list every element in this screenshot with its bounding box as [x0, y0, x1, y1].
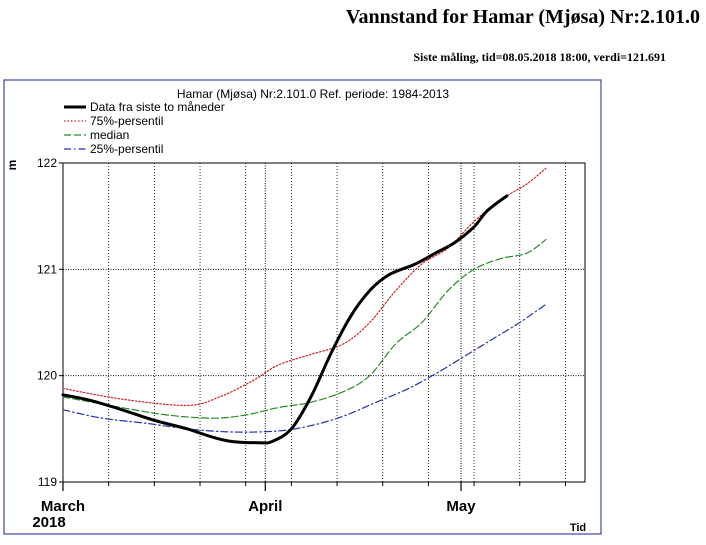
y-axis-label: m	[5, 160, 19, 171]
x-axis-label: Tid	[570, 522, 586, 534]
series-line-data	[61, 194, 509, 445]
y-tick-label: 119	[38, 475, 57, 489]
series-line-median	[62, 239, 547, 419]
x-tick-label: May	[446, 498, 476, 515]
x-tick-sublabel: 2018	[32, 514, 65, 531]
page-title: Vannstand for Hamar (Mjøsa) Nr:2.101.0	[345, 6, 700, 28]
series-line-p25	[62, 303, 547, 433]
legend-label-median: median	[90, 128, 129, 142]
legend-label-p25: 25%-persentil	[90, 142, 163, 156]
legend-label-data: Data fra siste to måneder	[90, 100, 225, 114]
chart-legend: Data fra siste to måneder75%-persentilme…	[64, 100, 225, 156]
y-tick-label: 120	[37, 369, 57, 383]
series-layer	[61, 167, 547, 445]
y-tick-label: 122	[37, 156, 57, 170]
x-tick-label: April	[248, 498, 282, 515]
last-measurement-info: Siste måling, tid=08.05.2018 18:00, verd…	[413, 50, 666, 64]
plot-area	[62, 162, 586, 483]
legend-label-p75: 75%-persentil	[90, 114, 163, 128]
chart-frame	[3, 79, 602, 535]
chart-title: Hamar (Mjøsa) Nr:2.101.0 Ref. periode: 1…	[177, 87, 449, 101]
x-tick-label: March	[41, 498, 85, 515]
y-tick-label: 121	[37, 262, 57, 276]
